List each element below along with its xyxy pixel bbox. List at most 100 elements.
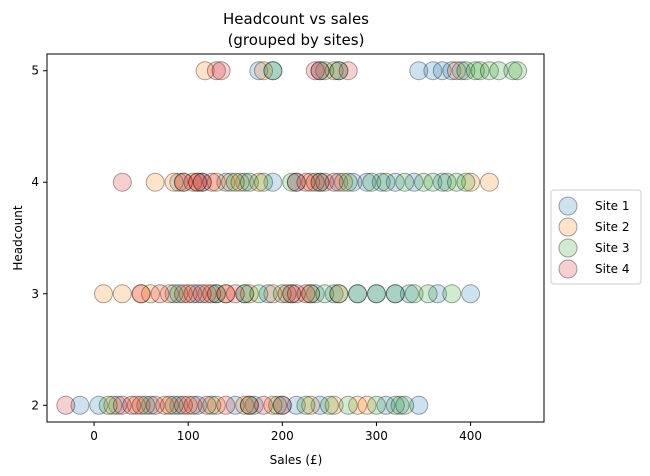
- scatter-point-3-44: [456, 61, 476, 81]
- scatter-point-2-17: [178, 284, 198, 304]
- scatter-point-2-36: [479, 172, 499, 192]
- scatter-point-1-42: [432, 172, 452, 192]
- scatter-point-4-19: [202, 284, 222, 304]
- scatter-point-1-36: [329, 172, 349, 192]
- scatter-point-3-22: [367, 284, 386, 304]
- scatter-point-4-34: [315, 172, 335, 192]
- chart-title-line: Headcount vs sales: [223, 10, 369, 28]
- scatter-point-1-51: [451, 61, 471, 81]
- scatter-point-3-39: [447, 172, 466, 192]
- scatter-point-2-9: [324, 395, 344, 415]
- scatter-point-2-24: [329, 284, 349, 304]
- legend-label-3: Site 3: [595, 241, 630, 255]
- scatter-point-1-37: [343, 172, 363, 192]
- scatter-point-3-4: [202, 395, 222, 415]
- scatter-point-4-27: [183, 172, 203, 192]
- scatter-point-3-28: [239, 172, 259, 192]
- scatter-point-4-14: [131, 284, 151, 304]
- scatter-point-2-32: [249, 172, 269, 192]
- legend-frame: [550, 189, 642, 285]
- scatter-point-1-24: [367, 284, 386, 304]
- scatter-point-1-39: [371, 172, 391, 192]
- scatter-point-4-31: [286, 172, 306, 192]
- scatter-point-3-2: [136, 395, 156, 415]
- scatter-point-1-23: [348, 284, 368, 304]
- scatter-point-1-49: [432, 61, 452, 81]
- scatter-point-3-27: [225, 172, 245, 192]
- scatter-point-2-35: [461, 172, 481, 192]
- scatter-point-3-16: [249, 284, 269, 304]
- x-tick-label-1: 0: [90, 429, 98, 443]
- legend-marker-1: [558, 196, 578, 216]
- scatter-point-2-6: [235, 395, 255, 415]
- scatter-point-1-38: [357, 172, 377, 192]
- scatter-point-2-15: [141, 284, 160, 304]
- scatter-point-2-31: [230, 172, 250, 192]
- scatter-point-1-41: [404, 172, 424, 192]
- scatter-point-2-33: [301, 172, 321, 192]
- scatter-point-2-40: [447, 61, 466, 81]
- scatter-point-4-40: [338, 61, 358, 81]
- scatter-point-3-11: [385, 395, 405, 415]
- scatter-point-3-18: [301, 284, 321, 304]
- scatter-point-1-9: [272, 395, 292, 415]
- scatter-point-1-35: [310, 172, 330, 192]
- scatter-point-3-40: [456, 172, 476, 192]
- scatter-point-4-35: [324, 172, 344, 192]
- scatter-point-3-32: [338, 172, 358, 192]
- y-axis-label: Headcount: [11, 205, 25, 271]
- y-tick-label-4: 5: [31, 64, 39, 78]
- scatter-point-2-19: [216, 284, 236, 304]
- scatter-point-4-5: [145, 395, 165, 415]
- scatter-point-2-25: [145, 172, 165, 192]
- scatter-point-2-8: [301, 395, 321, 415]
- scatter-point-4-26: [174, 172, 193, 192]
- scatter-point-1-1: [70, 395, 90, 415]
- scatter-point-3-47: [479, 61, 499, 81]
- scatter-point-2-29: [206, 172, 226, 192]
- scatter-point-4-6: [159, 395, 179, 415]
- scatter-point-1-47: [409, 61, 429, 81]
- scatter-point-1-3: [108, 395, 128, 415]
- scatter-point-1-44: [263, 61, 283, 81]
- scatter-point-4-22: [277, 284, 297, 304]
- y-tick-label-2: 3: [31, 287, 39, 301]
- scatter-point-1-19: [258, 284, 278, 304]
- scatter-point-3-42: [315, 61, 335, 81]
- scatter-point-3-21: [348, 284, 368, 304]
- scatter-point-3-10: [367, 395, 386, 415]
- scatter-point-2-38: [254, 61, 273, 81]
- scatter-point-3-9: [338, 395, 358, 415]
- scatter-point-1-32: [235, 172, 255, 192]
- scatter-point-2-28: [188, 172, 208, 192]
- scatter-point-2-13: [112, 284, 132, 304]
- scatter-point-1-22: [324, 284, 344, 304]
- scatter-point-4-33: [305, 172, 325, 192]
- scatter-point-1-48: [423, 61, 443, 81]
- scatter-point-2-4: [178, 395, 198, 415]
- scatter-point-3-24: [404, 284, 424, 304]
- scatter-point-3-8: [319, 395, 339, 415]
- scatter-point-1-17: [206, 284, 226, 304]
- scatter-point-3-26: [442, 284, 462, 304]
- scatter-point-1-16: [188, 284, 208, 304]
- scatter-point-1-5: [169, 395, 189, 415]
- scatter-point-2-2: [126, 395, 146, 415]
- scatter-point-1-33: [263, 172, 283, 192]
- scatter-point-2-39: [324, 61, 344, 81]
- scatter-point-1-25: [385, 284, 405, 304]
- scatter-point-4-29: [192, 172, 212, 192]
- scatter-point-3-1: [98, 395, 118, 415]
- x-tick-label-4: 300: [365, 429, 388, 443]
- scatter-point-2-21: [263, 284, 283, 304]
- scatter-point-3-25: [418, 284, 438, 304]
- scatter-point-3-17: [272, 284, 292, 304]
- scatter-point-1-26: [399, 284, 419, 304]
- scatter-point-4-39: [310, 61, 330, 81]
- scatter-point-4-13: [272, 395, 292, 415]
- scatter-point-1-46: [329, 61, 349, 81]
- scatter-point-4-18: [192, 284, 212, 304]
- scatter-point-2-1: [103, 395, 123, 415]
- plot-frame: [46, 53, 545, 423]
- scatter-point-3-30: [282, 172, 302, 192]
